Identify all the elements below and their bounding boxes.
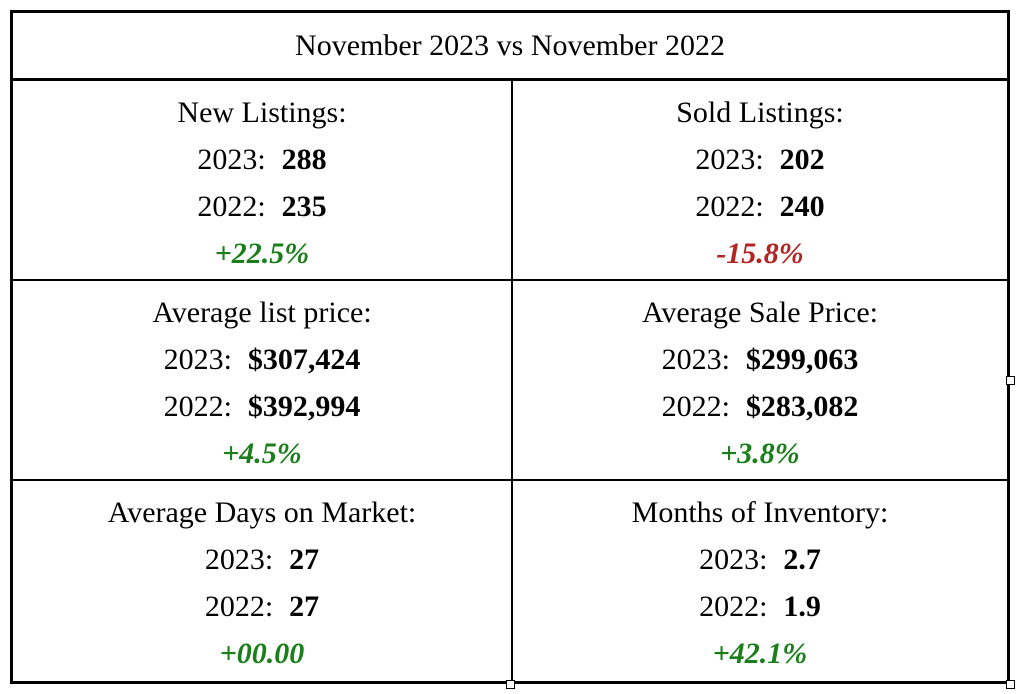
- year-label: 2022:: [695, 190, 764, 223]
- resize-handle-bottom-right[interactable]: [1006, 680, 1015, 689]
- metric-value: $299,063: [745, 343, 859, 376]
- metric-row-2023: 2023: $307,424: [164, 336, 361, 383]
- metric-title: Average list price:: [152, 296, 372, 329]
- metric-row-2022: 2022: 235: [197, 183, 326, 230]
- metric-row-2022: 2022: $283,082: [662, 383, 859, 430]
- metric-row-2023: 2023: 288: [197, 136, 326, 183]
- year-label: 2022:: [661, 390, 730, 423]
- year-label: 2022:: [163, 390, 232, 423]
- table-header: November 2023 vs November 2022: [13, 13, 1007, 81]
- year-label: 2023:: [197, 143, 266, 176]
- metric-row-2023: 2023: $299,063: [662, 336, 859, 383]
- percent-change: +22.5%: [214, 237, 310, 270]
- metric-title: Sold Listings:: [676, 96, 844, 129]
- metric-title: Average Days on Market:: [107, 496, 417, 529]
- metric-value: 288: [281, 143, 327, 176]
- metric-value: 240: [779, 190, 825, 223]
- year-label: 2023:: [204, 543, 274, 576]
- year-label: 2022:: [197, 190, 266, 223]
- percent-change: +3.8%: [720, 437, 800, 470]
- metric-row-2023: 2023: 202: [695, 136, 824, 183]
- metric-title: Average Sale Price:: [641, 296, 878, 329]
- year-label: 2023:: [661, 343, 730, 376]
- year-label: 2022:: [699, 590, 768, 623]
- resize-handle-bottom[interactable]: [506, 680, 515, 689]
- year-label: 2023:: [699, 543, 768, 576]
- metric-value: 27: [289, 543, 320, 576]
- metric-value: 27: [289, 590, 320, 623]
- comparison-table: November 2023 vs November 2022 New Listi…: [10, 10, 1010, 684]
- metric-value: $307,424: [247, 343, 361, 376]
- cell-sold-listings: Sold Listings: 2023: 202 2022: 240 -15.8%: [513, 81, 1007, 281]
- metric-value: $392,994: [247, 390, 361, 423]
- year-label: 2022:: [204, 590, 274, 623]
- percent-change: -15.8%: [716, 237, 804, 270]
- metric-title: Months of Inventory:: [631, 496, 889, 529]
- cell-average-days-on-market: Average Days on Market: 2023: 27 2022: 27 …: [13, 481, 513, 681]
- cell-average-sale-price: Average Sale Price: 2023: $299,063 2022: $…: [513, 281, 1007, 481]
- metric-row-2022: 2022: 27: [205, 583, 319, 630]
- metric-value: 235: [281, 190, 327, 223]
- metric-title: New Listings:: [177, 96, 347, 129]
- cell-months-of-inventory: Months of Inventory: 2023: 2.7 2022: 1.9 +…: [513, 481, 1007, 681]
- year-label: 2023:: [163, 343, 232, 376]
- metric-value: 202: [779, 143, 825, 176]
- percent-change: +4.5%: [222, 437, 302, 470]
- cell-average-list-price: Average list price: 2023: $307,424 2022: $…: [13, 281, 513, 481]
- cell-new-listings: New Listings: 2023: 288 2022: 235 +22.5%: [13, 81, 513, 281]
- metric-row-2023: 2023: 2.7: [699, 536, 821, 583]
- year-label: 2023:: [695, 143, 764, 176]
- percent-change: +00.00: [219, 637, 305, 670]
- metric-row-2022: 2022: 1.9: [699, 583, 821, 630]
- metric-value: $283,082: [745, 390, 859, 423]
- metric-row-2022: 2022: $392,994: [164, 383, 361, 430]
- metric-value: 2.7: [783, 543, 821, 576]
- resize-handle-right[interactable]: [1006, 376, 1015, 385]
- metric-row-2022: 2022: 240: [695, 183, 824, 230]
- metric-value: 1.9: [783, 590, 821, 623]
- percent-change: +42.1%: [712, 637, 808, 670]
- metric-row-2023: 2023: 27: [205, 536, 319, 583]
